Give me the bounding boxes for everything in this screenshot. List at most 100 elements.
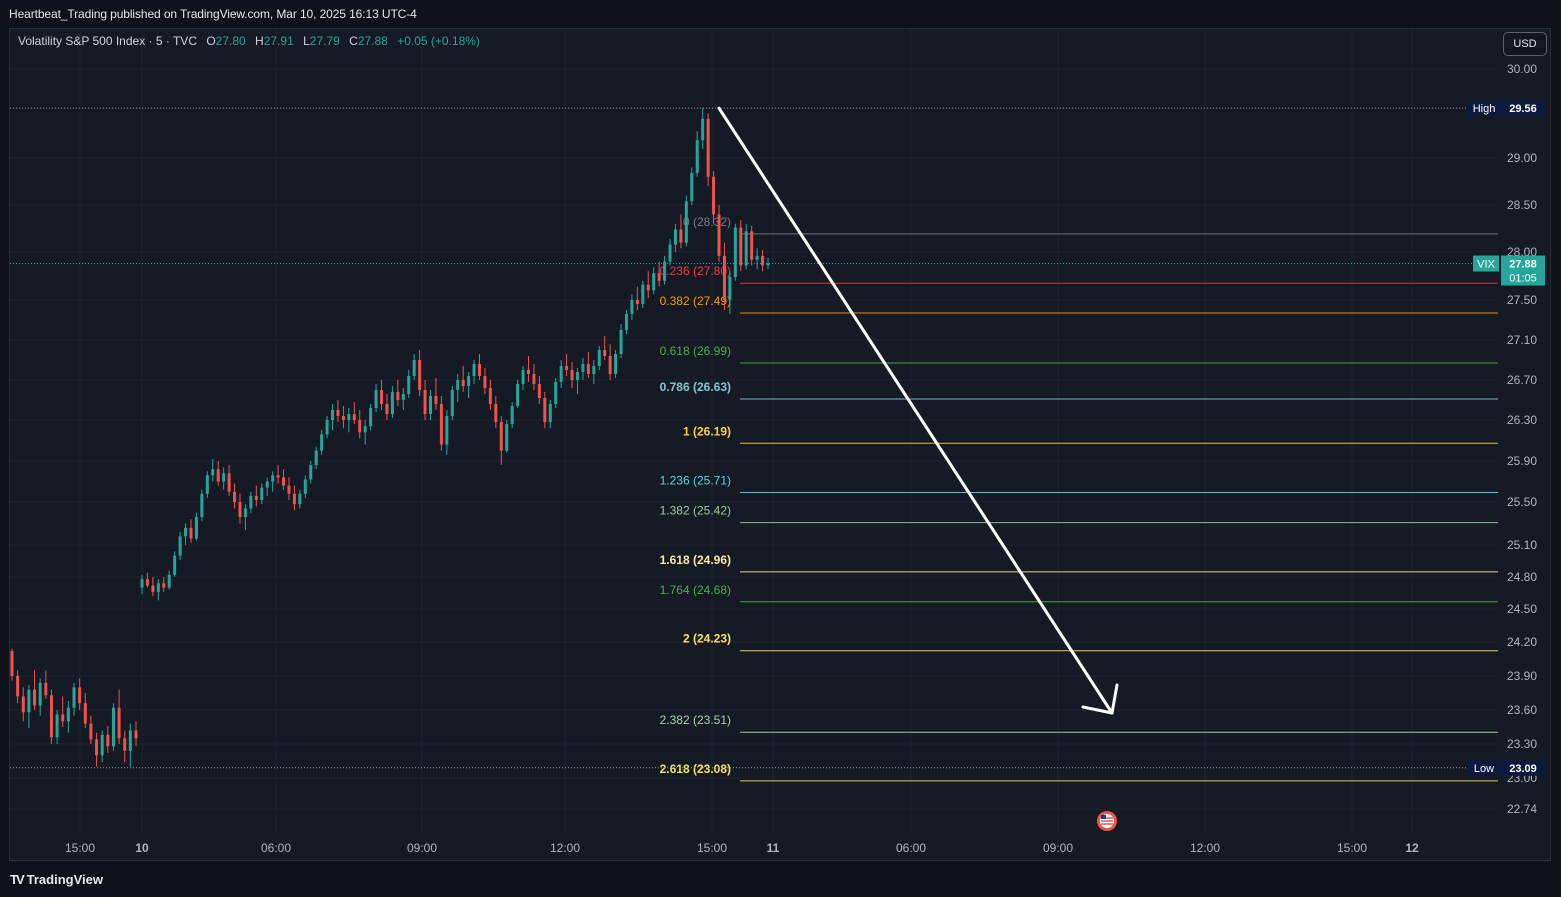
candle-body bbox=[739, 227, 743, 266]
candle-body bbox=[55, 714, 59, 738]
symbol-name[interactable]: Volatility S&P 500 Index · 5 · TVC bbox=[18, 34, 197, 48]
candle bbox=[652, 267, 656, 295]
candle bbox=[352, 402, 356, 425]
candle bbox=[156, 579, 160, 601]
candle-body bbox=[717, 214, 721, 256]
candle-body bbox=[309, 465, 313, 480]
candle-body bbox=[597, 350, 601, 366]
candle bbox=[559, 360, 563, 388]
candle bbox=[10, 648, 14, 681]
candle bbox=[55, 710, 59, 744]
fib-level-label: 1.382 (25.42) bbox=[660, 504, 731, 518]
candle-body bbox=[543, 398, 547, 423]
candle-body bbox=[184, 527, 188, 537]
candle-body bbox=[695, 140, 699, 174]
candle-body bbox=[276, 475, 280, 478]
candle bbox=[766, 257, 770, 270]
candle bbox=[61, 696, 65, 727]
candle bbox=[418, 350, 422, 396]
tradingview-icon: TV bbox=[10, 872, 25, 887]
candle-body bbox=[211, 469, 215, 476]
candle-body bbox=[761, 255, 765, 266]
candle bbox=[211, 458, 215, 482]
candle bbox=[537, 376, 541, 404]
candle bbox=[72, 682, 76, 716]
candle bbox=[396, 380, 400, 406]
candle-body bbox=[603, 350, 607, 356]
time-tick-label: 15:00 bbox=[65, 841, 95, 855]
candle-body bbox=[265, 481, 269, 488]
fib-level-label: 0.382 (27.49) bbox=[660, 294, 731, 308]
price-tick-label: 24.50 bbox=[1507, 602, 1537, 616]
candle-body bbox=[44, 682, 48, 696]
symbol-legend[interactable]: Volatility S&P 500 Index · 5 · TVC O27.8… bbox=[18, 34, 480, 48]
candle-series bbox=[10, 108, 770, 767]
candle bbox=[635, 286, 639, 310]
price-tick-label: 27.50 bbox=[1507, 293, 1537, 307]
arrow-head bbox=[1081, 683, 1119, 715]
candle bbox=[499, 416, 503, 466]
fibonacci-extension: 0 (28.32) 0.236 (27.80) 0.382 (27.49) 0.618… bbox=[660, 215, 1498, 782]
candle bbox=[695, 131, 699, 177]
candle-body bbox=[510, 406, 514, 425]
price-tick-label: 24.80 bbox=[1507, 570, 1537, 584]
high-price-badge bbox=[1501, 100, 1545, 117]
economic-event-icon bbox=[1097, 811, 1117, 831]
candle-body bbox=[347, 414, 351, 420]
candle bbox=[106, 725, 110, 754]
candle-body bbox=[652, 273, 656, 291]
candle bbox=[429, 390, 433, 420]
candle bbox=[581, 358, 585, 380]
candle bbox=[260, 483, 264, 505]
price-axis: 30.00 29.00 28.50 28.00 27.50 27.10 26.70 26.30… bbox=[1507, 62, 1537, 816]
candle-body bbox=[106, 734, 110, 747]
low-key: L bbox=[303, 34, 310, 48]
candle-body bbox=[434, 396, 438, 404]
candle-body bbox=[233, 491, 237, 502]
price-tick-label: 22.74 bbox=[1507, 802, 1537, 816]
currency-button[interactable]: USD bbox=[1503, 32, 1547, 56]
candle bbox=[728, 271, 732, 314]
candle bbox=[401, 388, 405, 410]
candle bbox=[33, 670, 37, 710]
candle bbox=[325, 416, 329, 439]
high-tag-label: High bbox=[1473, 103, 1496, 115]
candle bbox=[488, 380, 492, 410]
candle bbox=[282, 469, 286, 490]
candle-body bbox=[260, 487, 264, 500]
candle bbox=[483, 368, 487, 394]
candle-body bbox=[559, 366, 563, 382]
candle-body bbox=[200, 493, 204, 518]
candle bbox=[548, 400, 552, 429]
last-price-badge bbox=[1501, 255, 1545, 286]
price-tick-label: 25.10 bbox=[1507, 538, 1537, 552]
candle bbox=[298, 489, 302, 509]
candle-body bbox=[162, 583, 166, 588]
price-tick-label: 30.00 bbox=[1507, 62, 1537, 76]
candle-body bbox=[532, 374, 536, 384]
candle-body bbox=[205, 475, 209, 494]
candle-body bbox=[608, 356, 612, 374]
candle-body bbox=[314, 450, 318, 466]
candle-body bbox=[189, 527, 193, 539]
time-tick-label: 09:00 bbox=[407, 841, 437, 855]
candle-body bbox=[630, 300, 634, 314]
chart-frame[interactable] bbox=[9, 28, 1551, 861]
candle bbox=[336, 400, 340, 423]
open-key: O bbox=[206, 34, 216, 48]
candle bbox=[439, 396, 443, 451]
candle-body bbox=[303, 479, 307, 494]
candle bbox=[385, 394, 389, 420]
publisher-bar: Heartbeat_Trading published on TradingVi… bbox=[0, 0, 1561, 28]
tradingview-logo[interactable]: TV TradingView bbox=[10, 872, 103, 887]
candle bbox=[78, 678, 82, 710]
candle bbox=[668, 238, 672, 266]
candle bbox=[733, 223, 737, 281]
candle-body bbox=[243, 508, 247, 518]
candle-body bbox=[380, 390, 384, 404]
candle-body bbox=[646, 284, 650, 291]
candle-body bbox=[488, 388, 492, 404]
candle bbox=[750, 225, 754, 266]
candle bbox=[467, 372, 471, 398]
